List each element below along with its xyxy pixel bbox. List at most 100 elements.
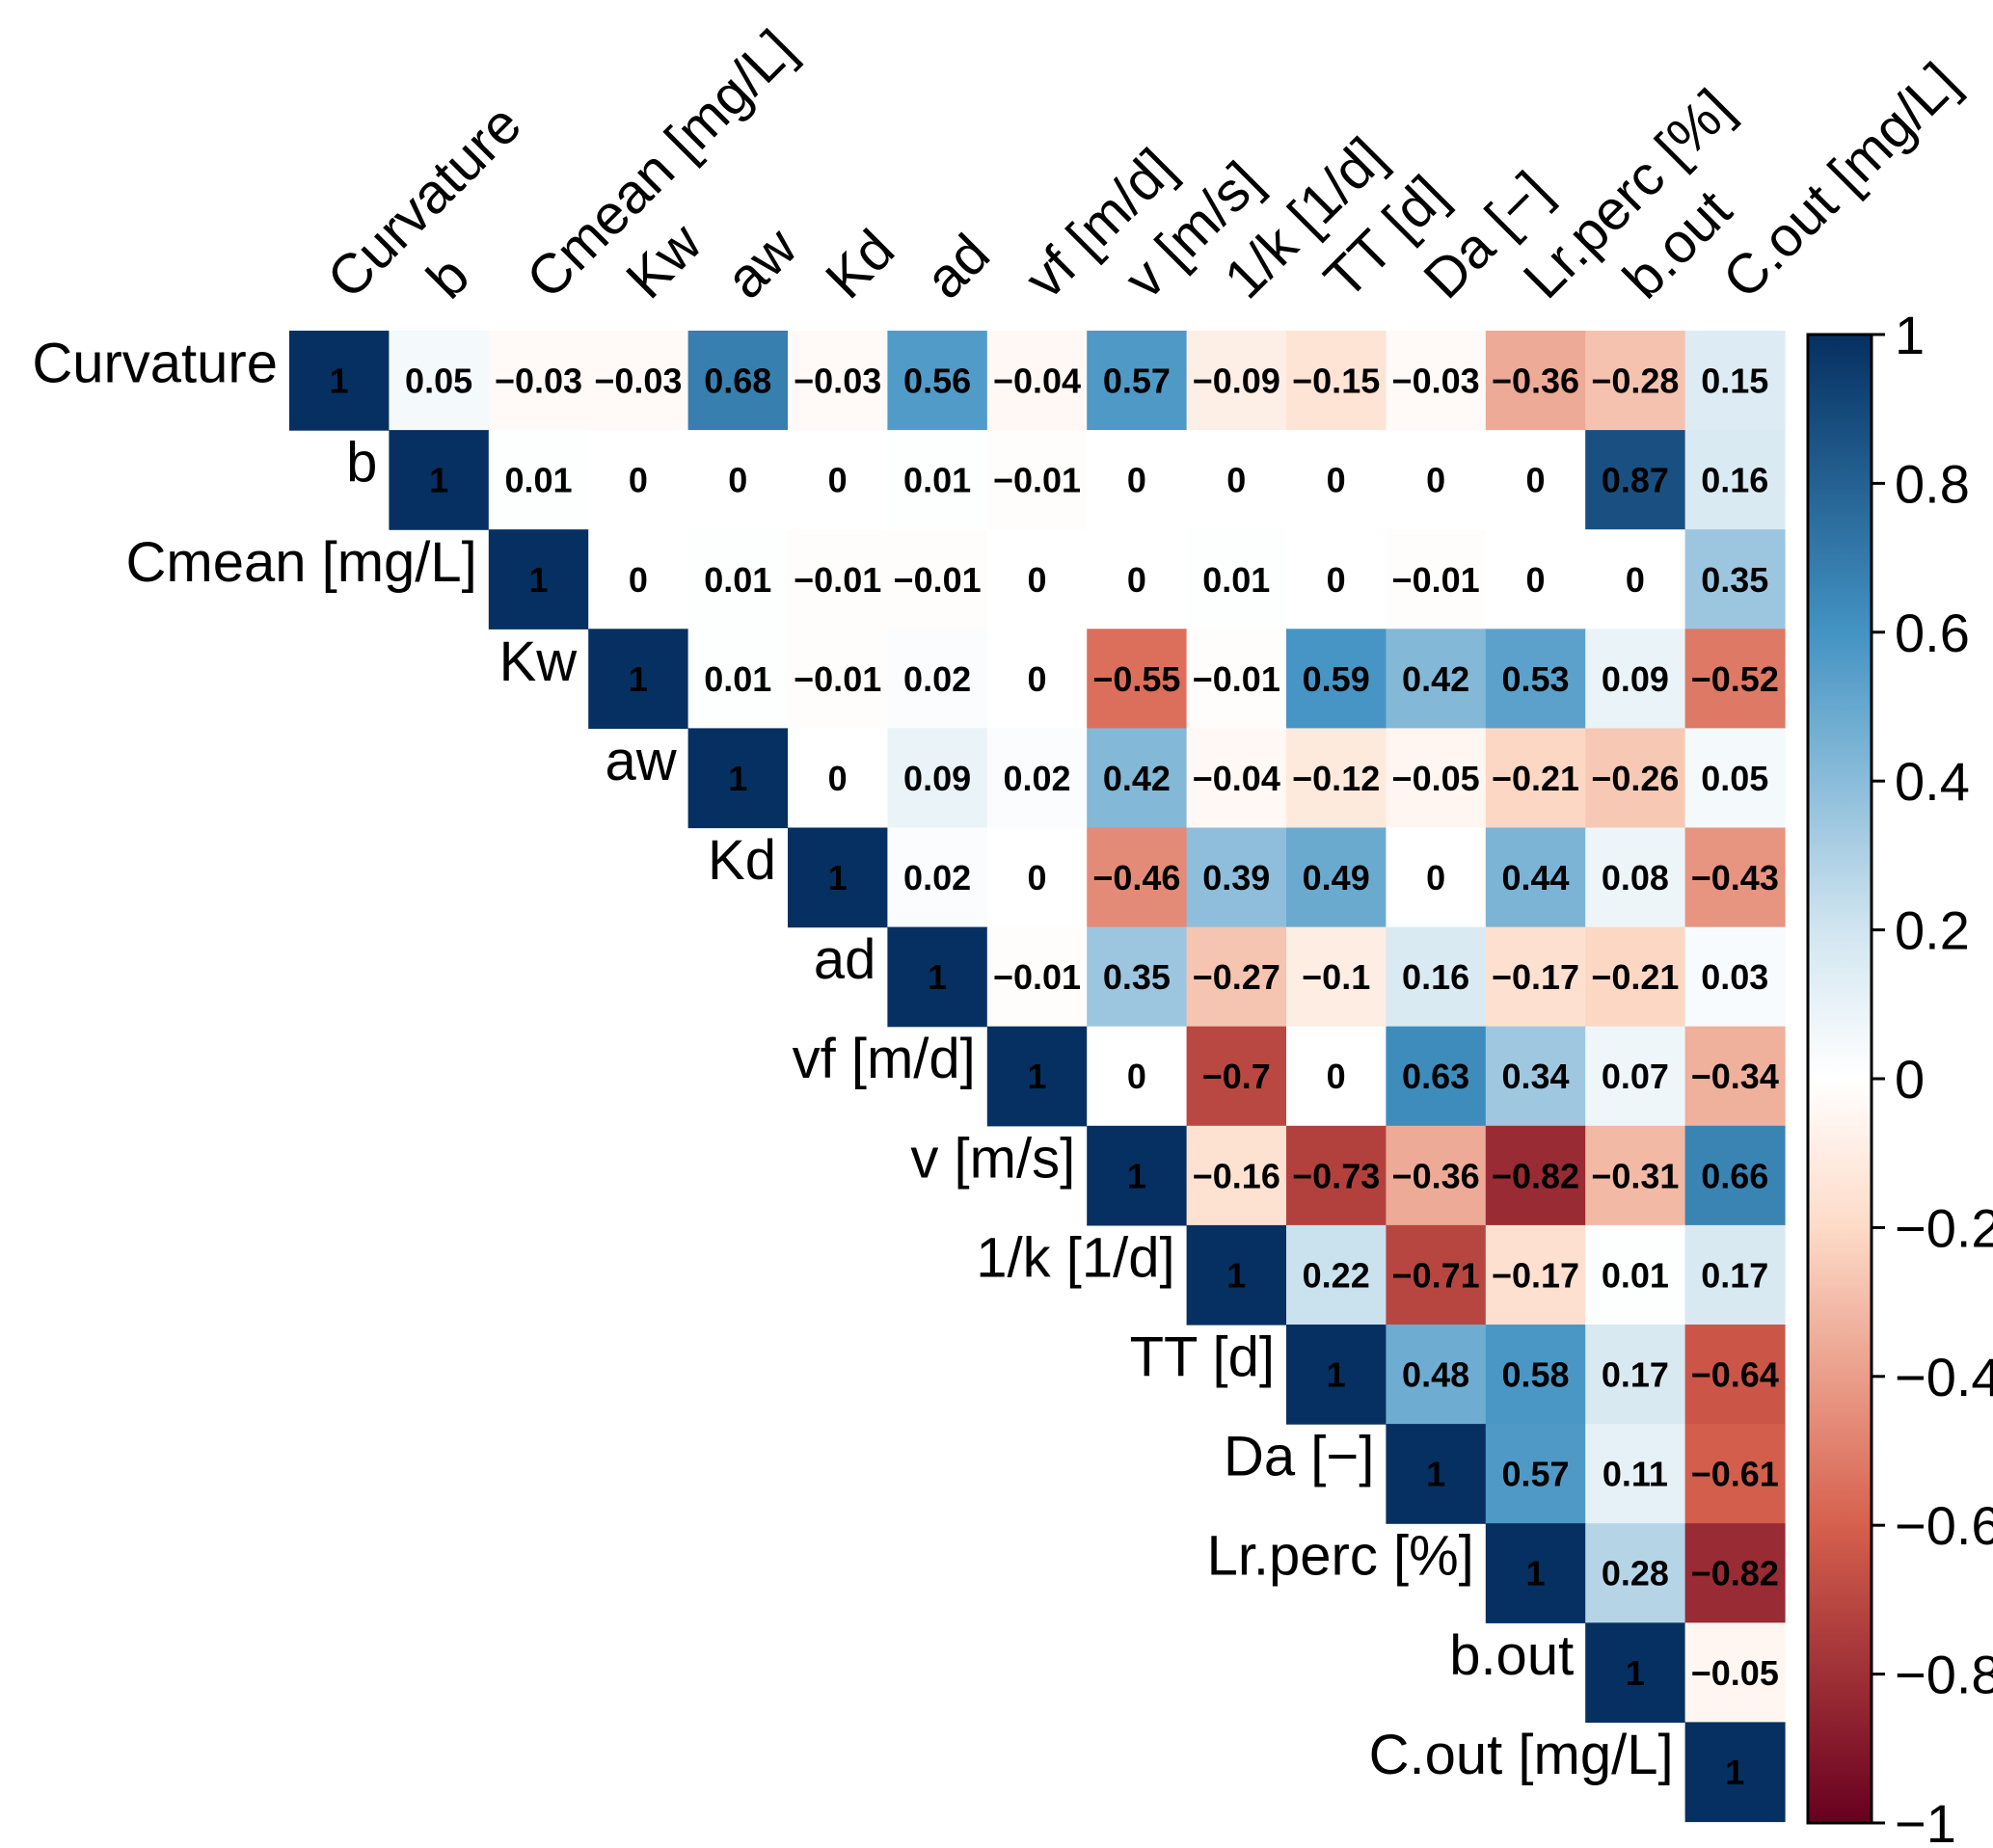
heatmap-cell bbox=[1485, 1424, 1586, 1524]
heatmap-cell bbox=[1585, 728, 1686, 829]
cell-value-label: −0.36 bbox=[1392, 1156, 1480, 1195]
cell-value-label: 1 bbox=[330, 362, 349, 401]
cell-value-label: −0.52 bbox=[1691, 659, 1779, 699]
cell-value-label: 0.66 bbox=[1701, 1156, 1768, 1195]
cell-value-label: −0.16 bbox=[1193, 1156, 1280, 1195]
cell-value-label: −0.03 bbox=[594, 362, 682, 401]
heatmap-cell bbox=[788, 430, 888, 530]
heatmap-cell bbox=[588, 430, 689, 530]
heatmap-cell bbox=[1585, 1523, 1686, 1623]
cell-value-label: 0 bbox=[1127, 1057, 1146, 1096]
heatmap-cell bbox=[1684, 1523, 1786, 1623]
cell-value-label: 0 bbox=[1327, 461, 1346, 500]
cell-value-label: −0.01 bbox=[894, 560, 982, 600]
cell-value-label: −0.43 bbox=[1691, 858, 1779, 897]
heatmap-cell bbox=[389, 430, 490, 530]
cell-value-label: 0.01 bbox=[704, 560, 771, 600]
heatmap-cell bbox=[687, 629, 789, 729]
cell-value-label: 0.34 bbox=[1501, 1057, 1569, 1096]
cell-value-label: −0.82 bbox=[1492, 1156, 1579, 1195]
heatmap-cell bbox=[687, 529, 789, 629]
cell-value-label: 0.35 bbox=[1701, 560, 1768, 600]
cell-value-label: 0.49 bbox=[1303, 858, 1370, 897]
heatmap-cell bbox=[1485, 827, 1586, 928]
cell-value-label: 0.15 bbox=[1701, 362, 1768, 401]
heatmap-cell bbox=[1386, 331, 1487, 431]
heatmap-cell bbox=[887, 430, 988, 530]
cell-value-label: 1 bbox=[828, 858, 848, 897]
heatmap-cell bbox=[1286, 728, 1387, 829]
heatmap-cell bbox=[1585, 827, 1686, 928]
cell-value-label: 0.48 bbox=[1402, 1355, 1469, 1395]
row-label: aw bbox=[605, 730, 677, 792]
heatmap-cell bbox=[1485, 1125, 1586, 1226]
heatmap-cell bbox=[1286, 1026, 1387, 1127]
heatmap-cell bbox=[1286, 529, 1387, 629]
cell-value-label: −0.82 bbox=[1691, 1554, 1779, 1594]
cell-value-label: 1 bbox=[429, 461, 448, 500]
cell-value-label: 0 bbox=[1426, 461, 1445, 500]
heatmap-cell bbox=[1386, 1026, 1487, 1127]
column-label: Kd bbox=[814, 218, 906, 310]
cell-value-label: −0.01 bbox=[794, 560, 881, 600]
heatmap-cell bbox=[986, 430, 1088, 530]
heatmap-cell bbox=[1684, 1424, 1786, 1524]
cell-value-label: 0 bbox=[828, 759, 848, 798]
heatmap-cell bbox=[289, 331, 390, 431]
heatmap-cell bbox=[687, 430, 789, 530]
heatmap-cell bbox=[1684, 1125, 1786, 1226]
cell-value-label: 0.42 bbox=[1103, 759, 1171, 798]
cell-value-label: 0.16 bbox=[1402, 957, 1469, 997]
heatmap-cell bbox=[1585, 1424, 1686, 1524]
colorbar-tick-label: 0.8 bbox=[1895, 453, 1970, 514]
cell-value-label: 0.87 bbox=[1602, 461, 1669, 500]
cell-value-label: −0.12 bbox=[1292, 759, 1380, 798]
cell-value-label: 0.01 bbox=[1202, 560, 1270, 600]
heatmap-cell bbox=[1087, 926, 1188, 1028]
cell-value-label: −0.05 bbox=[1691, 1653, 1779, 1693]
heatmap-cell bbox=[1087, 1125, 1188, 1226]
heatmap-cell bbox=[1386, 430, 1487, 530]
heatmap-cell bbox=[986, 926, 1088, 1028]
cell-value-label: 0 bbox=[629, 461, 648, 500]
heatmap-cell bbox=[1684, 1622, 1786, 1723]
heatmap-cell bbox=[1386, 529, 1487, 629]
cell-value-label: −0.17 bbox=[1492, 957, 1579, 997]
heatmap-cell bbox=[389, 331, 490, 431]
cell-value-label: 1 bbox=[1127, 1156, 1146, 1195]
colorbar: 1 0.8 0.6 0.4 0.2 0 −0.2 −0.4 −0.6 −0.8 −1 bbox=[1806, 305, 1993, 1848]
heatmap-cell bbox=[1286, 1224, 1387, 1326]
heatmap-cell bbox=[1684, 629, 1786, 729]
cell-value-label: −0.01 bbox=[993, 461, 1081, 500]
heatmap-cell bbox=[1485, 926, 1586, 1028]
cell-value-label: 0 bbox=[1226, 461, 1246, 500]
cell-value-label: 0.16 bbox=[1701, 461, 1768, 500]
cell-value-label: 0.01 bbox=[1602, 1256, 1669, 1296]
heatmap-cell bbox=[788, 728, 888, 829]
heatmap-cell bbox=[1485, 331, 1586, 431]
cell-value-label: 0.53 bbox=[1501, 659, 1569, 699]
cell-value-label: 0.01 bbox=[504, 461, 572, 500]
cell-value-label: 0.68 bbox=[704, 362, 771, 401]
heatmap-cell bbox=[1585, 1622, 1686, 1723]
heatmap-cell bbox=[887, 728, 988, 829]
cell-value-label: −0.64 bbox=[1691, 1355, 1779, 1395]
cell-value-label: 1 bbox=[1426, 1455, 1445, 1494]
row-label: vf [m/d] bbox=[793, 1028, 976, 1090]
heatmap-cell bbox=[1485, 1224, 1586, 1326]
cell-value-label: −0.21 bbox=[1591, 957, 1679, 997]
cell-value-label: 0.02 bbox=[1003, 759, 1070, 798]
cell-value-label: 0.09 bbox=[1602, 659, 1669, 699]
heatmap-cell bbox=[986, 827, 1088, 928]
heatmap-cell bbox=[1585, 331, 1686, 431]
heatmap-cell bbox=[788, 529, 888, 629]
heatmap-cell bbox=[1684, 331, 1786, 431]
heatmap-cell bbox=[1386, 728, 1487, 829]
heatmap-cell bbox=[1485, 1325, 1586, 1425]
heatmap-cell bbox=[887, 629, 988, 729]
cell-value-label: −0.34 bbox=[1691, 1057, 1779, 1096]
heatmap-cell bbox=[1087, 529, 1188, 629]
heatmap-cell bbox=[1087, 827, 1188, 928]
cell-value-label: −0.28 bbox=[1591, 362, 1679, 401]
